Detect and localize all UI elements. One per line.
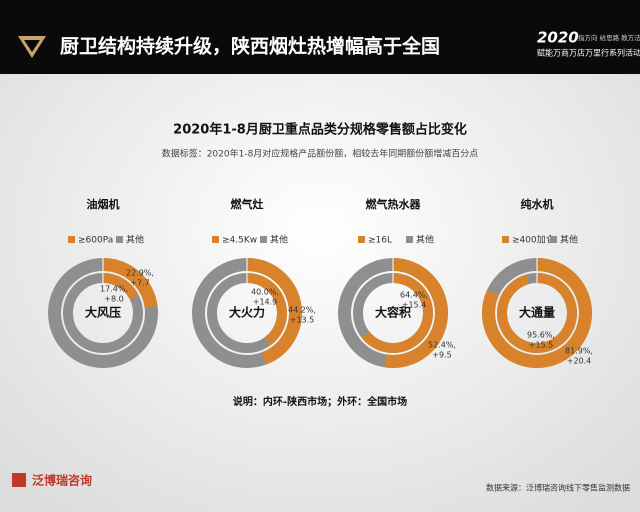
change-label: +8.0 bbox=[104, 295, 123, 304]
ring-share bbox=[102, 258, 158, 308]
ring-share bbox=[482, 258, 592, 368]
value-label: 64.4%, bbox=[400, 291, 428, 300]
donut-title: 燃气灶 bbox=[230, 197, 264, 211]
footer-brand: 泛博瑞咨询 bbox=[32, 473, 92, 488]
badge-year: 2020 bbox=[537, 29, 579, 47]
legend-swatch bbox=[406, 236, 413, 243]
legend-label: ≥400加仑 bbox=[512, 234, 555, 246]
value-label: 40.0%, bbox=[251, 288, 279, 297]
legend-label: ≥4.5Kw bbox=[222, 236, 257, 246]
ring-share bbox=[361, 273, 433, 353]
center-label: 大容积 bbox=[375, 305, 411, 320]
center-label: 大火力 bbox=[229, 305, 265, 320]
center-label: 大通量 bbox=[519, 305, 555, 320]
legend-label: ≥16L bbox=[368, 236, 392, 246]
value-label: 95.6%, bbox=[527, 331, 555, 340]
legend-swatch bbox=[116, 236, 123, 243]
donut-title: 燃气热水器 bbox=[365, 197, 422, 211]
header-title: 厨卫结构持续升级，陕西烟灶热增幅高于全国 bbox=[60, 35, 440, 58]
legend-label: 其他 bbox=[416, 234, 434, 246]
legend-label: ≥600Pa bbox=[78, 236, 113, 246]
change-label: +13.5 bbox=[290, 316, 315, 325]
change-label: +20.4 bbox=[567, 357, 592, 366]
change-label: +7.7 bbox=[130, 279, 149, 288]
value-label: 22.9%, bbox=[126, 269, 154, 278]
ring-share bbox=[246, 258, 302, 365]
legend-swatch bbox=[68, 236, 75, 243]
chart-subtitle: 数据标签：2020年1-8月对应规格产品额份额，相较去年同期额份额增减百分点 bbox=[162, 148, 479, 160]
donut-title: 油烟机 bbox=[87, 197, 120, 211]
center-label: 大风压 bbox=[85, 305, 121, 320]
footer-source: 数据来源：泛博瑞咨询线下零售监测数据 bbox=[486, 483, 630, 493]
donut-title: 纯水机 bbox=[521, 197, 554, 211]
ring-share bbox=[497, 273, 577, 353]
badge-event: 赋能万商万店万里行系列活动 bbox=[537, 48, 640, 58]
legend-swatch bbox=[260, 236, 267, 243]
value-label: 81.9%, bbox=[565, 347, 593, 356]
change-label: +15.4 bbox=[402, 301, 427, 310]
legend-swatch bbox=[358, 236, 365, 243]
change-label: +15.5 bbox=[529, 341, 554, 350]
note: 说明：内环-陕西市场；外环：全国市场 bbox=[233, 395, 407, 408]
chart-title: 2020年1-8月厨卫重点品类分规格零售额占比变化 bbox=[173, 122, 467, 138]
legend-swatch bbox=[550, 236, 557, 243]
change-label: +9.5 bbox=[432, 351, 451, 360]
legend-swatch bbox=[502, 236, 509, 243]
change-label: +14.9 bbox=[253, 298, 278, 307]
ring-share bbox=[384, 258, 448, 368]
legend-label: 其他 bbox=[270, 234, 288, 246]
value-label: 17.4%, bbox=[100, 285, 128, 294]
badge-slogan: 指方向 给思路 教方法 bbox=[578, 33, 640, 42]
value-label: 52.4%, bbox=[428, 341, 456, 350]
legend-swatch bbox=[212, 236, 219, 243]
ring-share bbox=[246, 273, 287, 346]
ring-share bbox=[102, 273, 139, 300]
value-label: 44.2%, bbox=[288, 306, 316, 315]
legend-label: 其他 bbox=[126, 234, 144, 246]
legend-label: 其他 bbox=[560, 234, 578, 246]
header-bar bbox=[0, 0, 640, 74]
footer-logo bbox=[12, 473, 26, 487]
logo-mark bbox=[18, 36, 46, 58]
